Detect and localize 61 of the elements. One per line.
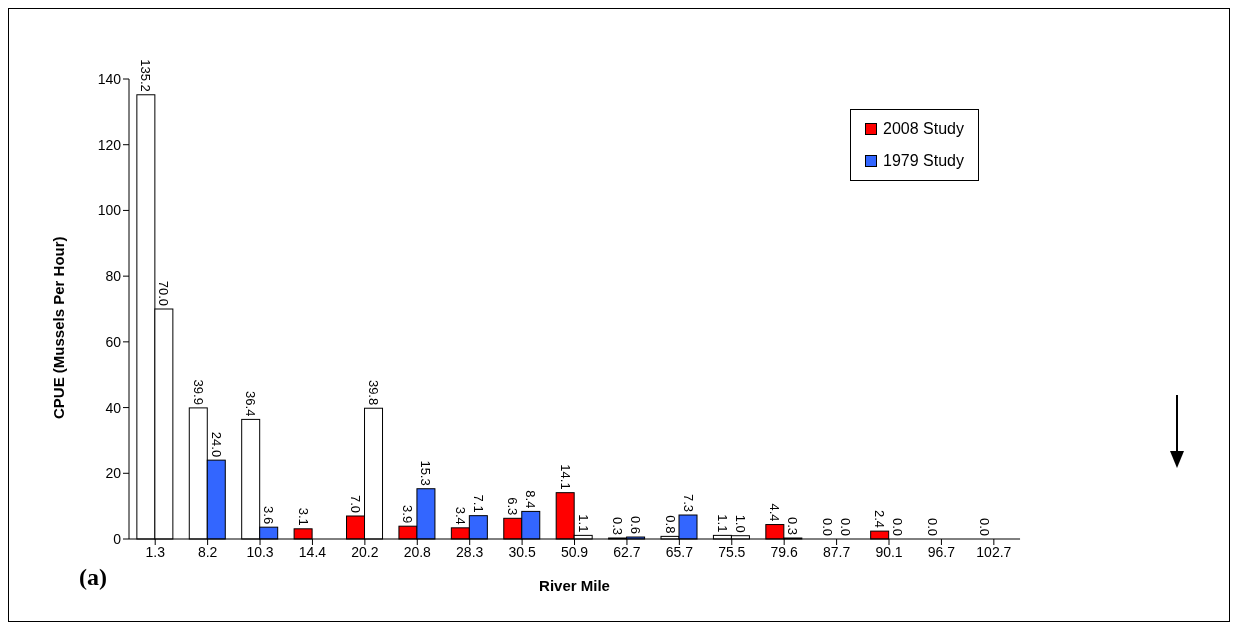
data-label: 0.0 (890, 517, 906, 536)
data-label: 4.4 (767, 503, 783, 522)
data-label: 3.6 (261, 506, 277, 525)
data-label: 3.1 (295, 507, 311, 526)
x-tick-label: 14.4 (298, 543, 327, 560)
data-label: 1.1 (575, 514, 591, 533)
data-label: 1.1 (714, 514, 730, 533)
y-tick-label: 120 (97, 136, 122, 153)
data-label: 39.8 (366, 379, 382, 406)
y-axis-title: CPUE (Mussels Per Hour) (50, 236, 68, 419)
data-label: 39.9 (190, 379, 206, 405)
data-label: 7.3 (680, 493, 696, 513)
data-label: 2.4 (872, 510, 888, 529)
data-label: 15.3 (418, 460, 434, 486)
y-tick-label: 80 (105, 268, 122, 285)
data-label: 7.0 (348, 494, 364, 513)
data-label: 1.0 (732, 514, 748, 533)
data-label: 0.0 (837, 517, 853, 536)
x-tick-label: 10.3 (246, 543, 274, 560)
data-label: 3.9 (400, 505, 416, 524)
data-label: 0.0 (924, 517, 940, 536)
data-label: 0.0 (819, 517, 835, 536)
y-tick-label: 40 (105, 399, 122, 416)
y-tick-label: 20 (105, 465, 122, 482)
data-label: 0.8 (662, 515, 678, 534)
x-tick-label: 8.2 (197, 543, 218, 560)
x-tick-label: 62.7 (613, 543, 641, 560)
x-tick-label: 87.7 (822, 543, 851, 560)
x-axis-title: River Mile (539, 577, 610, 594)
x-tick-label: 28.3 (456, 543, 484, 560)
y-tick-label: 140 (97, 70, 122, 87)
data-label: 24.0 (208, 431, 224, 458)
x-tick-label: 20.2 (351, 543, 379, 560)
x-tick-label: 79.6 (770, 543, 799, 560)
data-label: 7.1 (470, 494, 486, 513)
legend-label: 1979 Study (883, 152, 964, 170)
data-label: 0.0 (976, 517, 992, 536)
x-tick-label: 50.9 (560, 543, 589, 560)
data-label: 14.1 (557, 464, 573, 490)
data-label: 3.4 (452, 506, 468, 525)
legend-label: 2008 Study (883, 120, 964, 138)
x-tick-label: 1.3 (145, 543, 166, 560)
x-tick-label: 20.8 (403, 543, 432, 560)
y-tick-label: 0 (113, 530, 122, 547)
data-label: 0.6 (628, 515, 644, 535)
data-label: 36.4 (243, 391, 259, 417)
data-label: 0.3 (785, 516, 801, 536)
x-tick-label: 90.1 (875, 543, 903, 560)
text: (a) (79, 564, 107, 591)
y-tick-label: 60 (105, 333, 122, 350)
data-label: 70.0 (156, 280, 172, 306)
x-tick-label: 96.7 (927, 543, 956, 560)
x-tick-label: 65.7 (665, 543, 694, 560)
data-label: 135.2 (138, 59, 154, 92)
data-label: 8.4 (523, 490, 539, 509)
x-tick-label: 102.7 (976, 543, 1012, 560)
y-tick-label: 100 (97, 202, 122, 219)
x-tick-label: 30.5 (508, 543, 536, 560)
data-label: 0.3 (610, 516, 626, 536)
data-label: 6.3 (505, 497, 521, 516)
x-tick-label: 75.5 (718, 543, 746, 560)
